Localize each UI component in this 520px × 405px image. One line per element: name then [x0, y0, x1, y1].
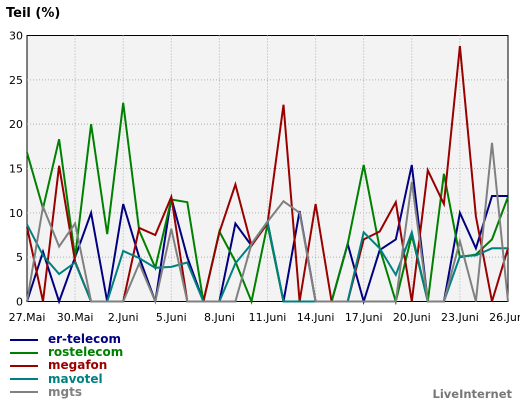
y-tick-label: 20	[9, 118, 23, 131]
legend-item-mavotel: mavotel	[10, 371, 123, 386]
series-lines	[26, 45, 509, 306]
y-axis-ticks: 0 5 10 15 20 25 30	[9, 30, 23, 309]
y-tick-label: 5	[16, 251, 23, 264]
series-line-mgts	[26, 142, 509, 305]
legend-swatch	[10, 391, 38, 394]
y-axis-title: Teil (%)	[6, 6, 60, 21]
legend-item-megafon: megafon	[10, 359, 123, 372]
y-tick-label: 25	[9, 74, 23, 87]
legend-label: megafon	[48, 358, 108, 373]
x-tick-label: 17.Juni	[345, 311, 383, 324]
y-tick-label: 10	[9, 207, 23, 220]
x-axis-ticks: 27.Mai 30.Mai 2.Juni 5.Juni 8.Juni 11.Juni 14.…	[9, 311, 520, 324]
y-tick-label: 0	[16, 296, 23, 309]
legend-item-er-telecom: er-telecom	[10, 333, 123, 346]
y-tick-label: 30	[9, 30, 23, 43]
legend-swatch	[10, 351, 38, 354]
x-tick-label: 23.Juni	[441, 311, 479, 324]
legend-swatch	[10, 378, 38, 381]
legend-label: mavotel	[48, 371, 103, 386]
legend-swatch	[10, 338, 38, 341]
x-tick-label: 11.Juni	[249, 311, 287, 324]
x-tick-label: 14.Juni	[297, 311, 335, 324]
x-tick-label: 2.Juni	[108, 311, 139, 324]
x-tick-label: 8.Juni	[204, 311, 235, 324]
legend-item-mgts: mgts	[10, 384, 123, 399]
x-tick-label: 26.Juni	[489, 311, 520, 324]
legend-label: rostelecom	[48, 345, 124, 360]
legend: er-telecom rostelecom megafon mavotel mgts	[10, 333, 123, 399]
x-tick-label: 30.Mai	[57, 311, 94, 324]
x-tick-label: 5.Juni	[156, 311, 187, 324]
legend-label: er-telecom	[48, 332, 122, 347]
x-tick-label: 27.Mai	[9, 311, 46, 324]
x-tick-label: 20.Juni	[393, 311, 431, 324]
legend-label: mgts	[48, 384, 82, 399]
legend-item-rostelecom: rostelecom	[10, 346, 123, 359]
brand-label: LiveInternet	[432, 387, 512, 401]
legend-swatch	[10, 364, 38, 367]
y-tick-label: 15	[9, 163, 23, 176]
